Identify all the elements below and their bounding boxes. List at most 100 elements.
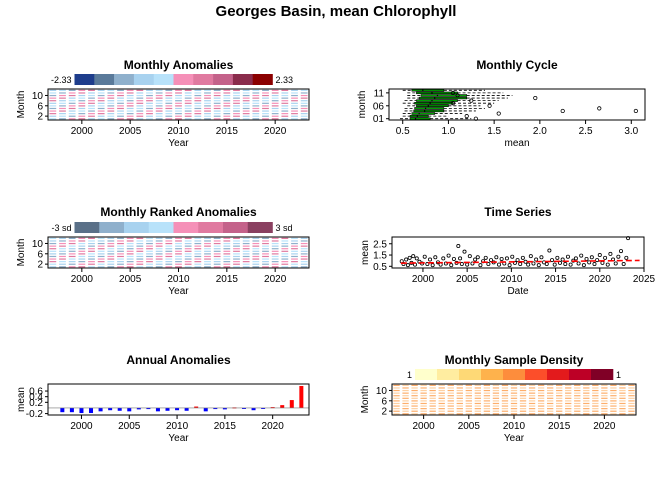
monthly_anomalies-cell <box>117 92 124 94</box>
monthly_sample_density-cell <box>519 392 527 394</box>
monthly_sample_density-legend-max: 1 <box>616 370 621 380</box>
monthly_anomalies-cell <box>49 97 57 99</box>
monthly_anomalies-cell <box>213 97 221 99</box>
monthly_anomalies-cell <box>291 110 298 112</box>
monthly_anomalies-legend-swatch <box>232 74 253 85</box>
monthly_anomalies-cell <box>252 118 260 120</box>
monthly_ranked_anomalies-cell <box>68 266 76 268</box>
monthly_anomalies-cell <box>126 97 134 99</box>
monthly_ranked_anomalies-cell <box>126 266 134 268</box>
monthly_ranked_anomalies-cell <box>68 263 76 265</box>
monthly_ranked_anomalies-cell <box>146 253 153 255</box>
monthly_ranked_anomalies-cell <box>281 258 289 260</box>
monthly_anomalies-cell <box>68 118 76 120</box>
monthly_sample_density-cell <box>420 384 427 386</box>
monthly_anomalies-cell <box>175 92 182 94</box>
monthly_ranked_anomalies-cell <box>213 242 221 245</box>
monthly_ranked_anomalies-cell <box>223 263 231 265</box>
monthly_ranked_anomalies-cell <box>223 261 231 263</box>
monthly_sample_density-cell <box>528 405 536 407</box>
monthly_anomalies-cell <box>146 105 153 107</box>
monthly_ranked_anomalies-cell <box>117 263 124 265</box>
monthly_anomalies-cell <box>155 115 163 117</box>
monthly_anomalies-cell <box>126 92 134 94</box>
monthly_anomalies-cell <box>242 115 250 117</box>
monthly_ranked_anomalies-cell <box>194 253 202 255</box>
monthly_ranked_anomalies-cell <box>281 263 289 265</box>
monthly_sample_density-cell <box>556 389 563 392</box>
monthly_ranked_anomalies-cell <box>233 242 240 245</box>
monthly_sample_density-cell <box>583 410 590 412</box>
monthly_ranked_anomalies-cell <box>97 237 105 239</box>
monthly_sample_density-cell <box>447 402 454 405</box>
monthly_ranked_anomalies-cell <box>78 248 86 250</box>
monthly_ranked_anomalies-cell <box>88 245 95 247</box>
monthly_anomalies-cell <box>49 102 57 104</box>
monthly_sample_density-legend-swatch <box>459 369 482 380</box>
monthly_sample_density-cell <box>501 397 509 399</box>
monthly_cycle-box <box>413 109 445 113</box>
monthly_ranked_anomalies-cell <box>88 266 95 268</box>
monthly_ranked_anomalies-cell <box>59 255 66 258</box>
monthly_ranked_anomalies-cell <box>126 261 134 263</box>
monthly_sample_density-cell <box>456 408 463 410</box>
time_series-xlabel: Date <box>507 286 529 297</box>
monthly_sample_density-cell <box>429 410 436 412</box>
monthly_anomalies-legend-swatch <box>133 74 154 85</box>
monthly_sample_density-legend-min: 1 <box>407 370 412 380</box>
monthly_ranked_anomalies-cell <box>107 242 115 245</box>
monthly_sample_density-legend-swatch <box>591 369 614 380</box>
monthly_anomalies-cell <box>300 102 308 104</box>
monthly_ranked_anomalies-xtick-label: 2000 <box>71 274 94 285</box>
monthly_sample_density-cell <box>601 402 608 405</box>
monthly_anomalies-cell <box>242 113 250 115</box>
time_series-point <box>576 261 581 266</box>
monthly_anomalies-cell <box>184 89 192 91</box>
monthly_ranked_anomalies-cell <box>223 255 231 258</box>
monthly_ranked_anomalies-cell <box>291 248 298 250</box>
monthly_anomalies-cell <box>233 107 240 110</box>
monthly_ranked_anomalies-cell <box>242 248 250 250</box>
monthly_ranked_anomalies-cell <box>223 258 231 260</box>
monthly_sample_density-cell <box>619 395 626 397</box>
monthly_sample_density-cell <box>429 397 436 399</box>
monthly_anomalies-cell <box>213 105 221 107</box>
monthly_cycle-outlier <box>469 98 474 103</box>
monthly_sample_density-cell <box>474 410 482 412</box>
monthly_ranked_anomalies-xtick-label: 2005 <box>119 274 142 285</box>
monthly_anomalies-legend-swatch <box>94 74 115 85</box>
monthly_sample_density-cell <box>619 384 626 386</box>
monthly_ranked_anomalies-cell <box>242 250 250 252</box>
annual_anomalies-ytick-label: -0.2 <box>26 409 44 420</box>
monthly_cycle-box <box>414 102 454 105</box>
monthly_anomalies-cell <box>213 113 221 115</box>
monthly_anomalies-cell <box>78 113 86 115</box>
monthly_cycle-ytick-label: 06 <box>373 101 385 112</box>
monthly_ranked_anomalies-cell <box>49 266 57 268</box>
monthly_sample_density-cell <box>438 405 445 407</box>
monthly_ranked_anomalies-legend-swatch <box>99 222 125 233</box>
monthly_ranked_anomalies-cell <box>223 253 231 255</box>
time_series-point <box>483 255 488 260</box>
monthly_sample_density-cell <box>483 405 491 407</box>
monthly_anomalies-cell <box>59 107 66 110</box>
annual_anomalies-ytick-label: 0.2 <box>29 398 43 409</box>
monthly_sample_density-cell <box>619 402 626 405</box>
monthly_cycle-outlier <box>597 106 602 111</box>
time_series-point <box>520 255 525 260</box>
monthly_sample_density-legend-swatch <box>415 369 438 380</box>
time_series-point <box>605 262 610 267</box>
monthly_sample_density-cell <box>519 387 527 389</box>
monthly_anomalies-cell <box>233 105 240 107</box>
monthly_anomalies-cell <box>262 89 269 91</box>
monthly_ranked_anomalies-cell <box>78 258 86 260</box>
monthly_anomalies-cell <box>291 100 298 102</box>
monthly_ranked_anomalies-legend-swatch <box>124 222 150 233</box>
annual_anomalies-bar <box>261 407 266 409</box>
monthly_anomalies-cell <box>242 105 250 107</box>
monthly_sample_density-cell <box>574 392 581 394</box>
monthly_ranked_anomalies-cell <box>242 258 250 260</box>
monthly_sample_density-cell <box>583 395 590 397</box>
monthly_sample_density-cell <box>546 387 554 389</box>
monthly_sample_density-cell <box>483 400 491 402</box>
